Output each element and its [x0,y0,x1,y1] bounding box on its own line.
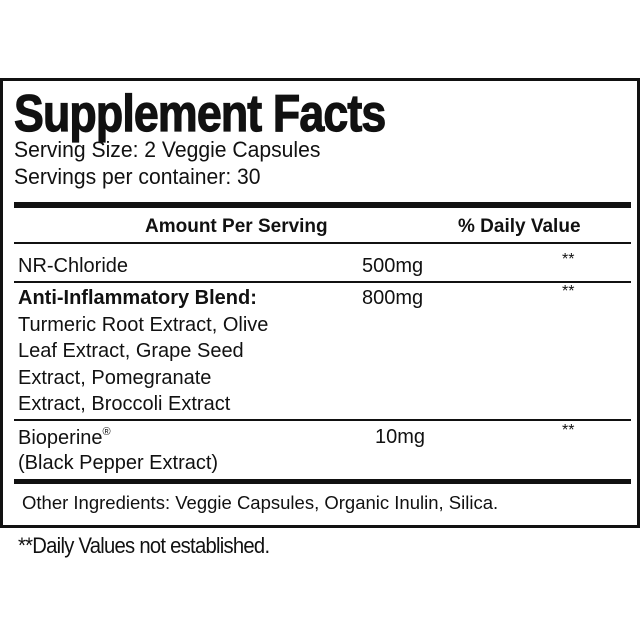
header-amount: Amount Per Serving [145,216,328,237]
thick-divider [14,202,631,208]
serving-size: Serving Size: 2 Veggie Capsules [14,137,321,162]
ingredient-dv: ** [562,422,575,439]
divider [14,242,631,244]
divider [14,281,631,283]
servings-per-container: Servings per container: 30 [14,164,261,189]
blend-name: Anti-Inflammatory Blend: [18,287,257,309]
footnote: **Daily Values not established. [18,533,270,558]
ingredient-name: NR-Chloride [18,255,129,277]
blend-amount: 800mg [362,287,424,309]
bioperine-name: Bioperine [18,427,103,449]
ingredient-amount: 500mg [362,255,424,277]
registered-mark: ® [102,426,111,438]
supplement-facts-panel [0,78,640,528]
blend-component-line: Turmeric Root Extract, Olive [18,314,269,336]
other-ingredients: Other Ingredients: Veggie Capsules, Orga… [22,492,499,513]
ingredient-dv: ** [562,251,575,268]
blend-component-line: Leaf Extract, Grape Seed [18,340,244,362]
blend-component-line: Extract, Broccoli Extract [18,393,231,415]
blend-component-line: Extract, Pomegranate [18,367,212,389]
panel-title: Supplement Facts [13,85,386,143]
ingredient-amount: 10mg [375,426,426,448]
thick-divider [14,479,631,484]
divider [14,419,631,421]
ingredient-name: Bioperine® [18,426,111,449]
blend-dv: ** [562,283,575,300]
header-daily-value: % Daily Value [458,216,581,237]
ingredient-subtitle: (Black Pepper Extract) [18,452,219,474]
